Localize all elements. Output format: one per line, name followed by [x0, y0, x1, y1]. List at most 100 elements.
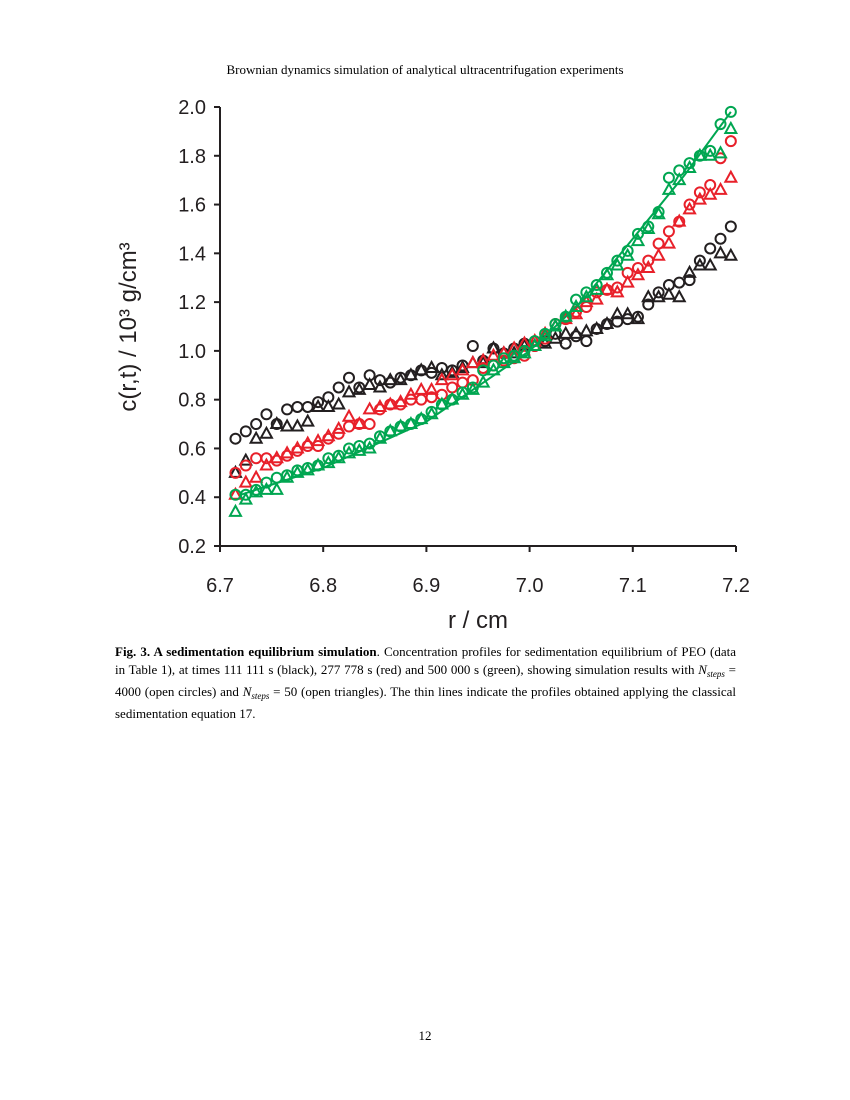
triangle-marker [259, 457, 274, 471]
circle-marker [291, 400, 304, 413]
circle-marker [693, 254, 706, 267]
caption-text: N [242, 684, 252, 699]
triangle-marker [414, 362, 429, 376]
triangle-marker [568, 298, 584, 312]
circle-marker [229, 432, 242, 445]
circle-marker [704, 242, 717, 255]
triangle-marker [610, 284, 625, 298]
caption-text: steps [251, 691, 270, 701]
triangle-marker [321, 398, 336, 412]
triangle-marker [300, 435, 315, 449]
circle-marker [446, 381, 459, 394]
triangle-marker [672, 213, 687, 227]
triangle-marker [279, 469, 295, 483]
triangle-marker [455, 362, 470, 376]
triangle-marker [672, 289, 687, 303]
triangle-marker [434, 396, 450, 410]
circle-marker [456, 376, 469, 389]
triangle-marker [383, 372, 398, 386]
triangle-marker [620, 274, 635, 288]
triangle-marker [527, 337, 542, 352]
triangle-marker [723, 120, 739, 134]
triangle-marker [310, 433, 326, 447]
triangle-marker [661, 286, 677, 300]
triangle-marker [568, 306, 584, 320]
circle-marker [580, 335, 593, 348]
triangle-marker [692, 191, 708, 205]
circle-marker [693, 186, 706, 199]
triangle-marker [548, 330, 563, 344]
triangle-marker [465, 355, 481, 369]
y-tick-label: 2.0 [178, 97, 206, 119]
triangle-marker [558, 325, 573, 339]
triangle-marker [455, 359, 470, 373]
triangle-marker [269, 450, 284, 464]
circle-marker [724, 105, 737, 118]
triangle-marker [362, 401, 377, 415]
y-tick-label: 1.2 [178, 292, 206, 314]
circle-marker [652, 286, 665, 299]
triangle-marker [713, 145, 728, 159]
triangle-marker [713, 245, 728, 259]
triangle-marker [589, 291, 604, 305]
circle-marker [260, 408, 273, 421]
triangle-marker [372, 379, 388, 393]
triangle-marker [496, 355, 511, 369]
triangle-marker [630, 233, 646, 247]
y-tick-label: 0.8 [178, 390, 206, 412]
circle-marker [466, 340, 479, 353]
triangle-marker [661, 235, 677, 249]
triangle-marker [300, 413, 315, 427]
triangle-marker [238, 491, 253, 505]
triangle-marker [651, 289, 666, 303]
running-header: Brownian dynamics simulation of analytic… [226, 62, 624, 77]
triangle-marker [641, 220, 656, 234]
circle-marker [281, 403, 294, 416]
y-tick-label: 1.8 [178, 146, 206, 168]
triangle-marker [238, 452, 253, 466]
triangle-marker [610, 306, 625, 320]
circle-marker [229, 466, 242, 479]
triangle-marker [641, 259, 656, 273]
triangle-marker [692, 257, 708, 271]
triangle-marker [279, 418, 295, 432]
triangle-marker [703, 147, 718, 161]
triangle-marker [620, 247, 635, 261]
triangle-marker [310, 398, 326, 412]
figure-caption: Fig. 3. A sedimentation equilibrium simu… [115, 643, 736, 723]
x-tick-label: 7.0 [516, 575, 544, 597]
triangle-marker [579, 289, 594, 303]
circle-marker [673, 276, 686, 289]
triangle-marker [259, 425, 274, 439]
triangle-marker [630, 311, 646, 325]
triangle-marker [703, 257, 718, 271]
x-axis-label: r / cm [448, 607, 508, 634]
triangle-marker [341, 384, 357, 398]
triangle-marker [414, 381, 429, 395]
circle-marker [652, 237, 665, 250]
caption-text: N [698, 662, 707, 677]
triangle-marker [434, 367, 450, 381]
triangle-marker [290, 418, 305, 432]
triangle-marker [475, 355, 491, 369]
triangle-marker [424, 359, 439, 373]
triangle-marker [352, 415, 367, 430]
triangle-marker [269, 415, 284, 430]
triangle-marker [279, 445, 295, 459]
triangle-marker [445, 367, 460, 381]
triangle-marker [248, 430, 264, 444]
y-tick-label: 0.6 [178, 438, 206, 460]
circle-marker [662, 171, 675, 184]
triangle-marker [651, 247, 666, 261]
triangle-marker [393, 372, 408, 386]
profile-line [240, 111, 732, 496]
triangle-marker [599, 315, 615, 330]
triangle-marker [568, 325, 584, 339]
triangle-marker [393, 394, 408, 408]
circle-marker [332, 381, 345, 394]
x-tick-label: 7.1 [619, 575, 647, 597]
triangle-marker [445, 364, 460, 378]
y-axis-label: c(r,t) / 10³ g/cm³ [115, 242, 142, 411]
triangle-marker [537, 328, 553, 342]
